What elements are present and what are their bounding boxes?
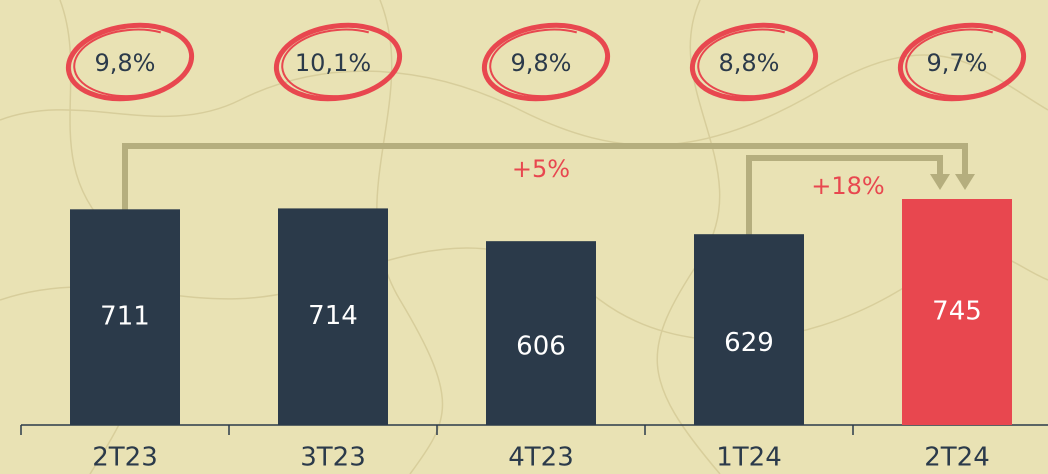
bar xyxy=(486,241,596,425)
bar xyxy=(278,208,388,425)
ratio-label: 9,7% xyxy=(927,49,988,77)
bar xyxy=(70,209,180,425)
x-tick-label: 2T24 xyxy=(924,443,990,473)
circle-highlight xyxy=(73,28,191,98)
ratio-label: 10,1% xyxy=(295,49,371,77)
circle-highlight xyxy=(697,28,815,98)
x-tick-label: 2T23 xyxy=(92,443,158,473)
ratio-label: 8,8% xyxy=(719,49,780,77)
ratio-label: 9,8% xyxy=(95,49,156,77)
x-tick-label: 3T23 xyxy=(300,443,366,473)
value-label: 606 xyxy=(516,332,566,362)
circle-highlight xyxy=(689,22,819,102)
bar xyxy=(902,199,1012,425)
circle-highlight xyxy=(481,22,611,102)
ratio-label: 9,8% xyxy=(511,49,572,77)
x-tick-label: 4T23 xyxy=(508,443,574,473)
x-tick-label: 1T24 xyxy=(716,443,782,473)
value-label: 745 xyxy=(932,297,982,327)
value-label: 629 xyxy=(724,328,774,358)
growth-annotation: +5% xyxy=(512,155,570,183)
circle-highlight xyxy=(281,28,399,98)
bar xyxy=(694,234,804,425)
arrowheads xyxy=(930,174,975,190)
circle-highlight xyxy=(489,28,607,98)
circle-highlight xyxy=(273,22,403,102)
value-label: 714 xyxy=(308,301,358,331)
circle-highlight xyxy=(65,22,195,102)
circle-highlight xyxy=(905,28,1023,98)
growth-annotation: +18% xyxy=(811,172,884,200)
circle-highlight xyxy=(897,22,1027,102)
value-label: 711 xyxy=(100,302,150,332)
connectors xyxy=(122,143,968,242)
